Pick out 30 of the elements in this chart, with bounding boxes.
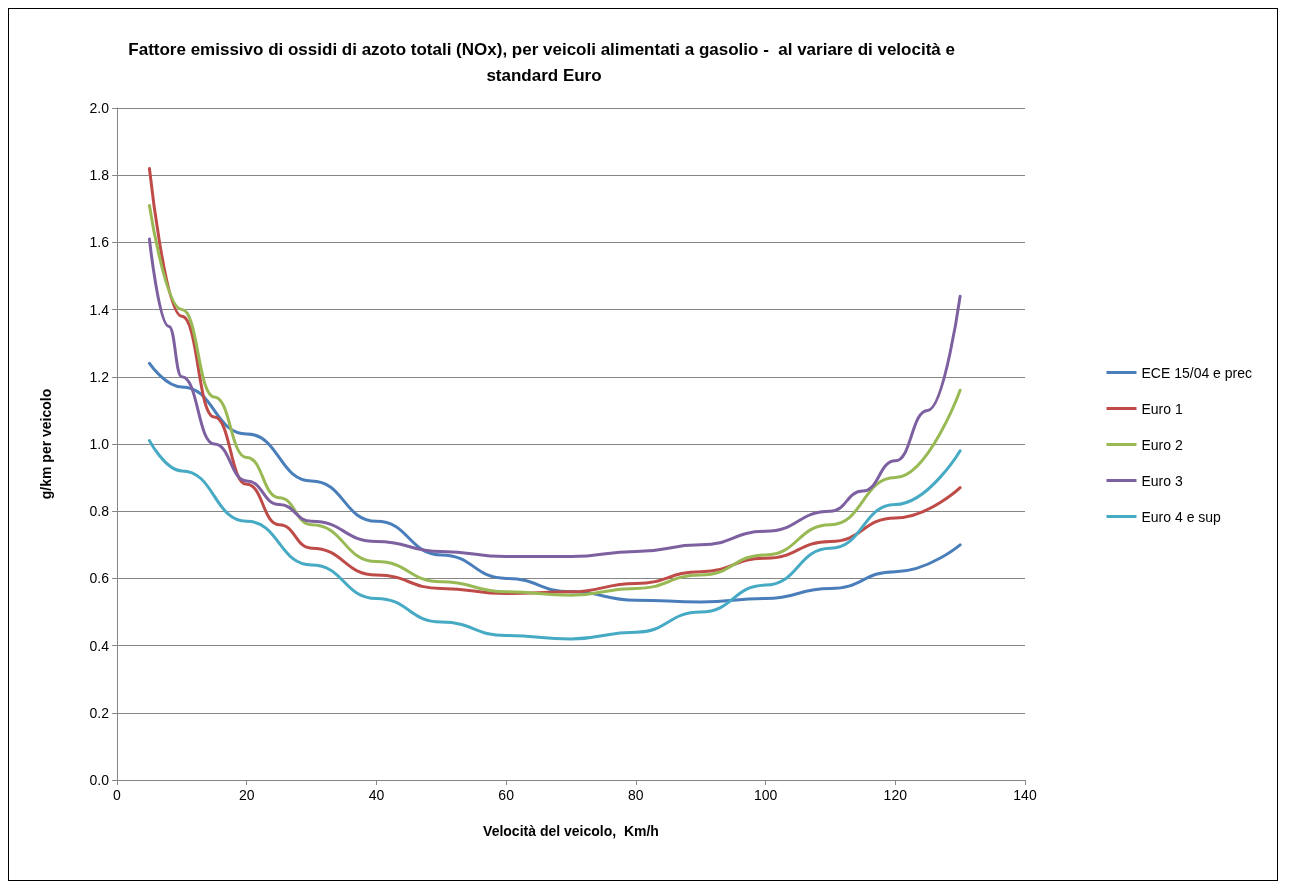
x-tick-label: 0 — [113, 787, 122, 803]
y-tick-label: 2.0 — [89, 100, 110, 116]
line-series — [147, 361, 962, 604]
y-tick-label: 0.6 — [89, 570, 110, 587]
x-tick-label: 20 — [238, 787, 255, 803]
y-tick-label: 1.4 — [89, 301, 110, 318]
y-tick-label: 1.0 — [89, 436, 110, 452]
y-tick-label: 0.8 — [89, 503, 110, 520]
x-axis-title: Velocità del veicolo, Km/h — [483, 823, 659, 839]
y-tick-label: 0.0 — [89, 772, 110, 788]
x-tick-label: 80 — [628, 787, 644, 803]
x-tick-label: 40 — [368, 787, 385, 803]
legend-label: Euro 2 — [1141, 436, 1183, 453]
y-tick-label: 1.8 — [89, 167, 110, 184]
x-tick-label: 140 — [1013, 787, 1037, 803]
legend-label: Euro 3 — [1141, 472, 1183, 489]
y-axis-title: g/km per veicolo — [38, 388, 54, 500]
legend-label: Euro 1 — [1141, 400, 1183, 417]
legend-label: Euro 4 e sup — [1141, 508, 1222, 525]
y-tick-label: 1.6 — [89, 234, 110, 251]
line-series — [147, 237, 962, 559]
legend-label: ECE 15/04 e prec — [1141, 364, 1253, 381]
x-tick-label: 120 — [883, 787, 908, 803]
x-tick-label: 60 — [498, 787, 515, 803]
y-tick-label: 0.2 — [89, 704, 110, 721]
x-tick-label: 100 — [753, 787, 778, 803]
line-series — [147, 439, 962, 641]
y-tick-label: 1.2 — [89, 368, 110, 385]
y-tick-label: 0.4 — [89, 637, 110, 654]
chart-title: Fattore emissivo di ossidi di azoto totali (NOx), per veicoli alimentati a gasolio - al variare di velocità e standard Euro — [128, 39, 960, 85]
